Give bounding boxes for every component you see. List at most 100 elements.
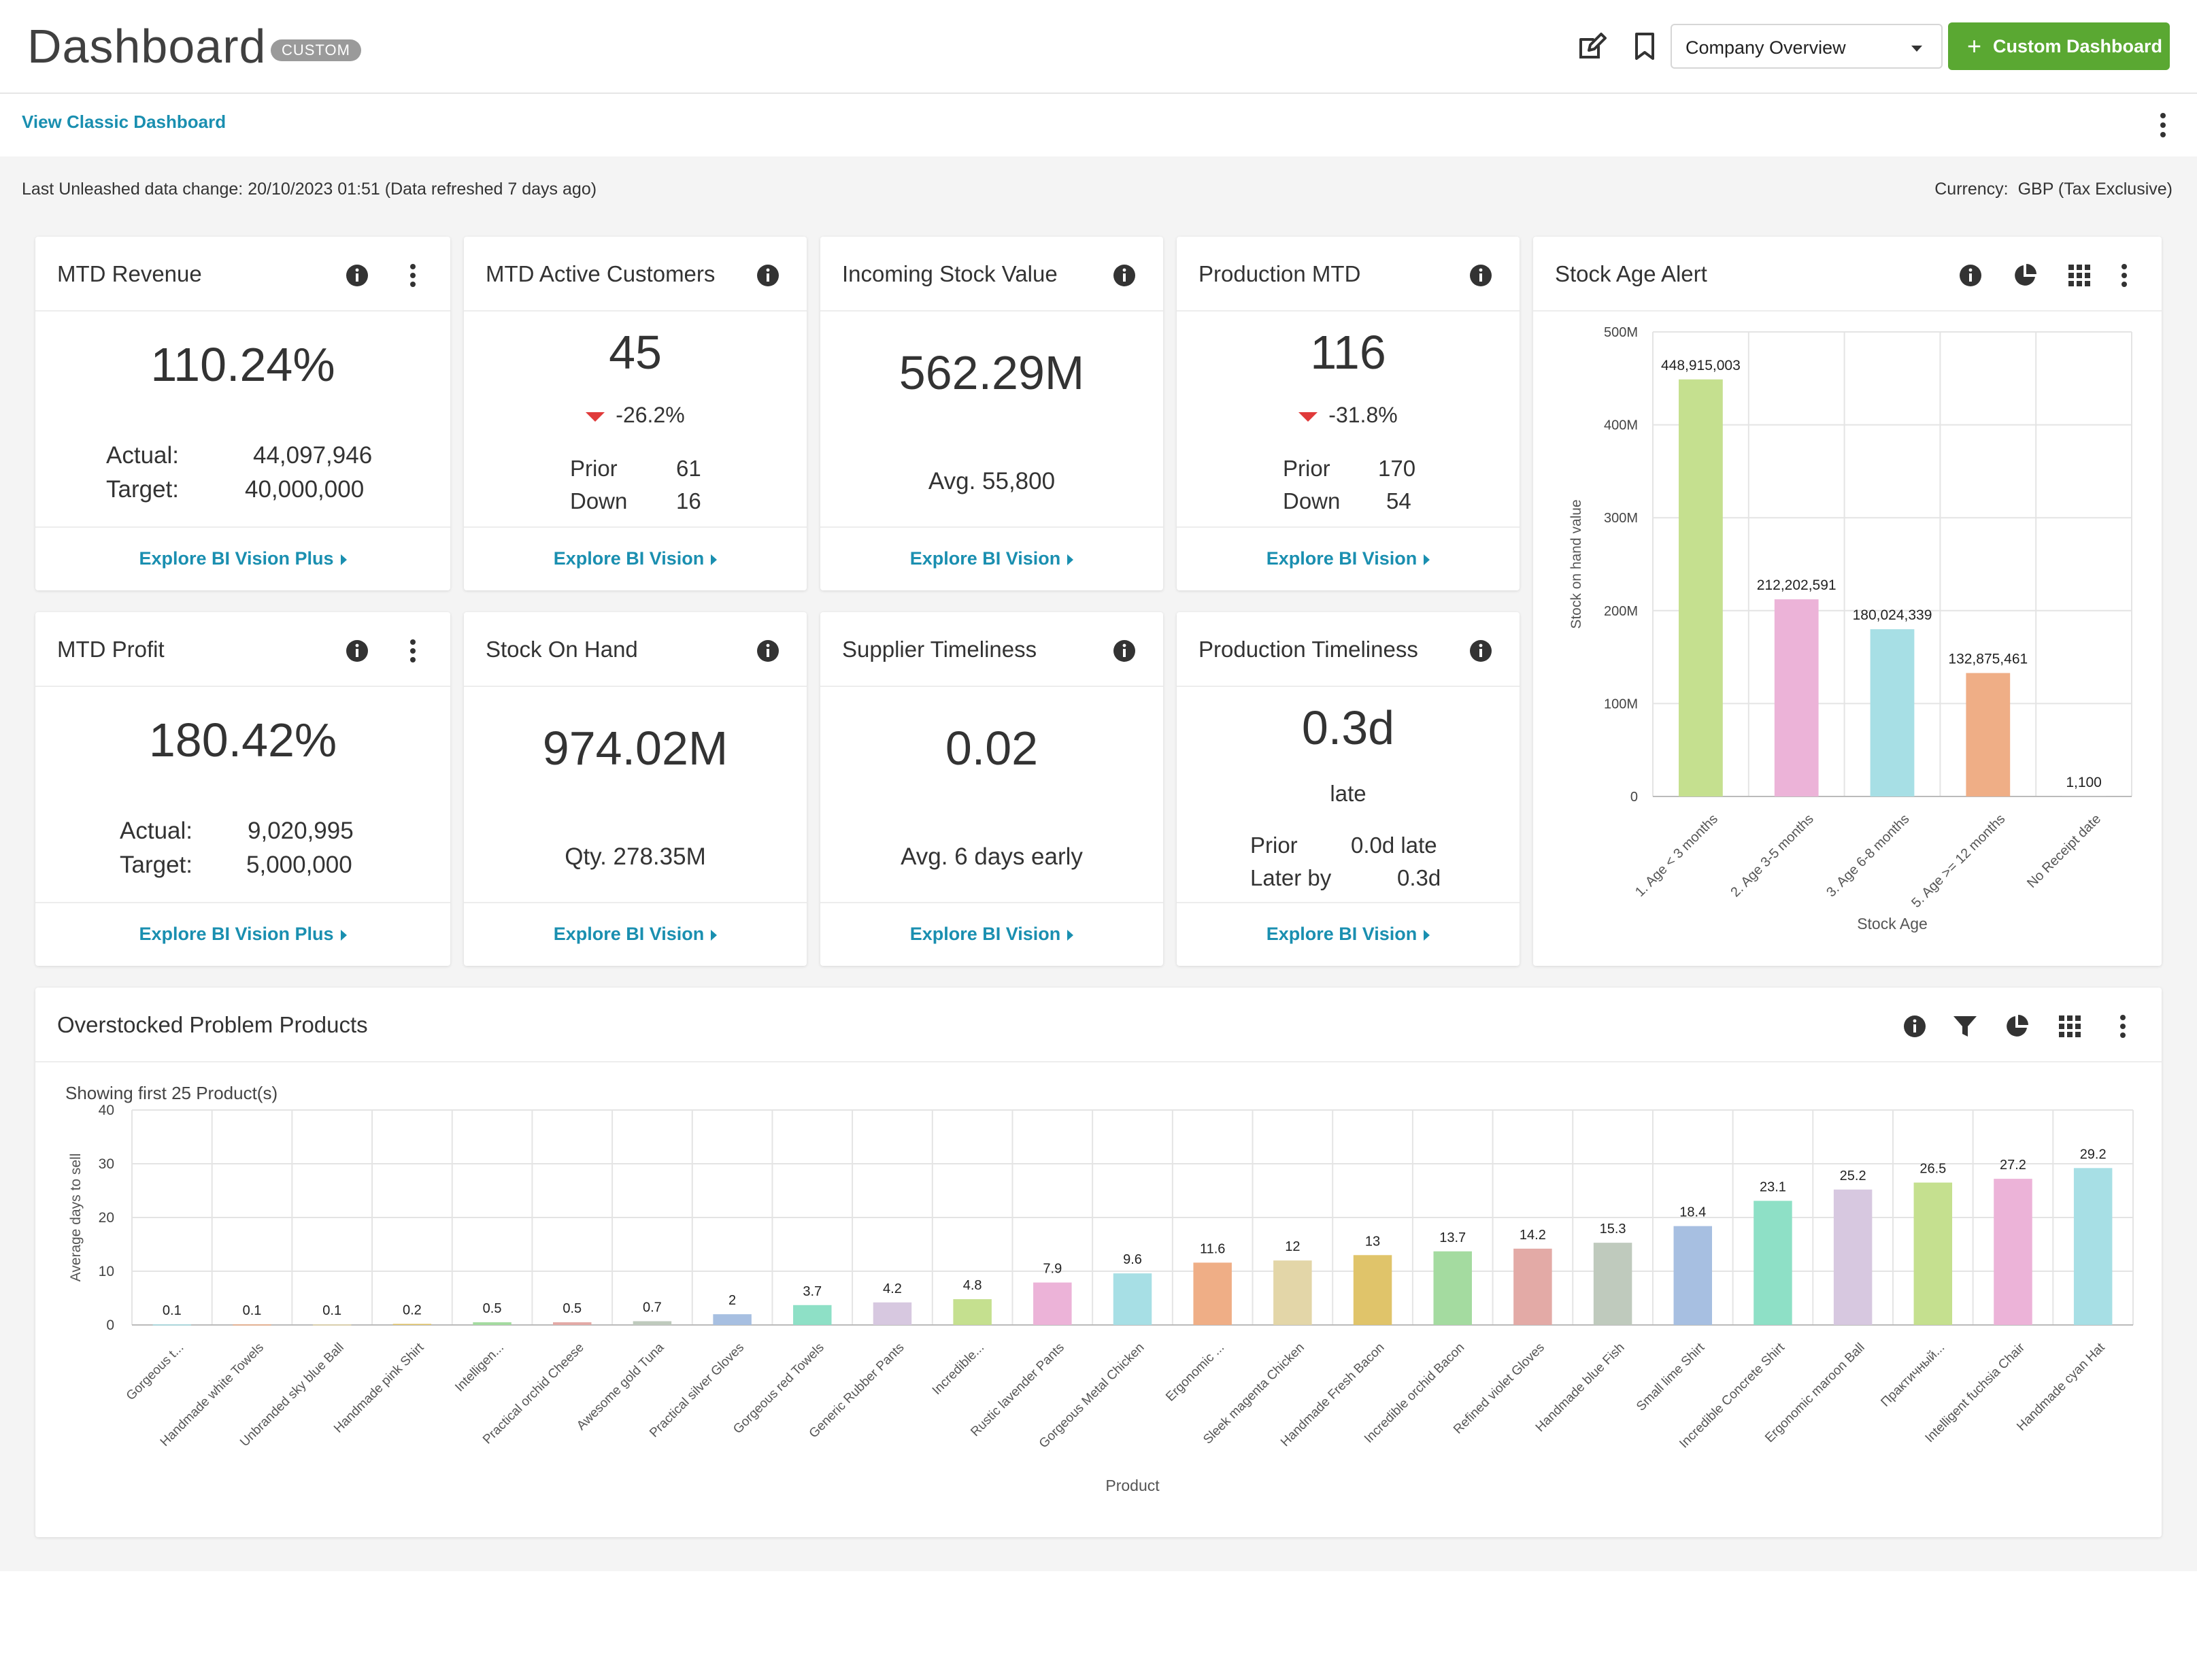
bar[interactable] xyxy=(1754,1200,1792,1325)
explore-link[interactable]: Explore BI Vision xyxy=(1177,924,1520,945)
info-icon[interactable] xyxy=(346,264,369,287)
down-value: 54 xyxy=(1386,488,1411,514)
x-tick-label: 1. Age < 3 months xyxy=(1632,811,1721,900)
y-tick-label: 200M xyxy=(1604,604,1638,619)
bar[interactable] xyxy=(1679,379,1723,796)
card-footer: Explore BI Vision xyxy=(464,526,807,590)
bar[interactable] xyxy=(1113,1273,1152,1325)
bar-value-label: 0.5 xyxy=(563,1301,582,1316)
bar[interactable] xyxy=(1966,673,2011,796)
bar-value-label: 29.2 xyxy=(2080,1147,2107,1162)
dashboard-select[interactable]: Company Overview xyxy=(1671,24,1943,69)
bar[interactable] xyxy=(312,1324,352,1326)
prior-value: 170 xyxy=(1378,456,1416,481)
card-title: Production Timeliness xyxy=(1198,637,1418,662)
kpi-value: 45 xyxy=(609,326,662,379)
grid-view-icon[interactable] xyxy=(2057,1013,2083,1039)
card-header: Production MTD xyxy=(1177,237,1520,312)
target-value: 5,000,000 xyxy=(246,852,352,878)
edit-icon[interactable] xyxy=(1575,30,1608,63)
bar[interactable] xyxy=(152,1324,192,1326)
bar-value-label: 0.7 xyxy=(643,1300,662,1315)
x-tick-label: Handmade blue Fish xyxy=(1533,1341,1628,1435)
target-label: Target: xyxy=(106,476,179,503)
card-footer: Explore BI Vision Plus xyxy=(35,526,450,590)
explore-link[interactable]: Explore BI Vision xyxy=(820,548,1163,569)
explore-link[interactable]: Explore BI Vision xyxy=(464,924,807,945)
more-options-icon[interactable] xyxy=(2121,263,2128,288)
info-icon[interactable] xyxy=(1113,264,1136,287)
down-value: 16 xyxy=(676,488,701,514)
info-icon[interactable] xyxy=(756,639,779,662)
y-tick-label: 0 xyxy=(106,1317,114,1333)
bar[interactable] xyxy=(1433,1251,1472,1325)
view-classic-dashboard-link[interactable]: View Classic Dashboard xyxy=(22,112,227,132)
bar[interactable] xyxy=(1994,1179,2032,1325)
card-header: Production Timeliness xyxy=(1177,612,1520,687)
card-supplier-timeliness: Supplier Timeliness 0.02 Avg. 6 days ear… xyxy=(820,612,1163,966)
bookmark-icon[interactable] xyxy=(1628,30,1661,63)
pie-chart-icon[interactable] xyxy=(2004,1013,2030,1039)
custom-dashboard-button[interactable]: + Custom Dashboard xyxy=(1948,22,2170,70)
info-icon[interactable] xyxy=(1469,264,1492,287)
caret-down-icon xyxy=(1911,46,1922,52)
x-tick-label: Gorgeous t... xyxy=(124,1341,187,1404)
bar[interactable] xyxy=(552,1322,592,1325)
bar-value-label: 11.6 xyxy=(1200,1241,1225,1256)
info-icon[interactable] xyxy=(1113,639,1136,662)
bar[interactable] xyxy=(793,1305,832,1325)
explore-link[interactable]: Explore BI Vision xyxy=(820,924,1163,945)
y-tick-label: 300M xyxy=(1604,511,1638,526)
bar[interactable] xyxy=(1353,1255,1392,1325)
more-options-icon[interactable] xyxy=(2159,112,2167,139)
more-options-icon[interactable] xyxy=(2119,1013,2126,1039)
bar[interactable] xyxy=(1033,1282,1072,1325)
data-change-status: Last Unleashed data change: 20/10/2023 0… xyxy=(22,180,597,199)
bar[interactable] xyxy=(233,1324,271,1326)
showing-count: Showing first 25 Product(s) xyxy=(65,1083,278,1103)
bar[interactable] xyxy=(1870,629,1915,796)
explore-link[interactable]: Explore BI Vision Plus xyxy=(35,548,450,569)
bar[interactable] xyxy=(633,1321,672,1325)
info-icon[interactable] xyxy=(1903,1015,1926,1038)
bar[interactable] xyxy=(1774,599,1819,796)
bar[interactable] xyxy=(1513,1248,1552,1325)
y-tick-label: 10 xyxy=(99,1264,114,1279)
bar[interactable] xyxy=(1913,1182,1953,1325)
delta-value: -26.2% xyxy=(616,403,685,427)
bar[interactable] xyxy=(1833,1189,1873,1325)
bar[interactable] xyxy=(1273,1260,1312,1325)
bar[interactable] xyxy=(1593,1243,1632,1325)
explore-link[interactable]: Explore BI Vision xyxy=(464,548,807,569)
kpi-subtext: Qty. 278.35M xyxy=(565,843,706,870)
explore-link-label: Explore BI Vision Plus xyxy=(139,924,334,944)
caret-right-icon xyxy=(711,929,718,941)
bar-value-label: 0.1 xyxy=(163,1303,182,1318)
bar[interactable] xyxy=(2073,1168,2113,1325)
more-options-icon[interactable] xyxy=(409,263,416,288)
info-icon[interactable] xyxy=(346,639,369,662)
bar-value-label: 4.8 xyxy=(963,1278,982,1293)
bar[interactable] xyxy=(873,1302,912,1325)
info-icon[interactable] xyxy=(1469,639,1492,662)
pie-chart-icon[interactable] xyxy=(2012,263,2038,288)
explore-link[interactable]: Explore BI Vision xyxy=(1177,548,1520,569)
bar-value-label: 9.6 xyxy=(1123,1252,1142,1267)
info-icon[interactable] xyxy=(756,264,779,287)
grid-view-icon[interactable] xyxy=(2066,263,2092,288)
kpi-value: 180.42% xyxy=(148,713,337,767)
bar[interactable] xyxy=(473,1322,511,1325)
bar[interactable] xyxy=(1193,1262,1232,1325)
info-icon[interactable] xyxy=(1959,264,1982,287)
filter-icon[interactable] xyxy=(1952,1013,1978,1039)
page-header: Dashboard CUSTOM Company Overview + Cust… xyxy=(0,0,2197,94)
actual-value: 44,097,946 xyxy=(253,442,373,469)
card-title: Production MTD xyxy=(1198,261,1361,286)
card-footer: Explore BI Vision xyxy=(820,902,1163,966)
explore-link[interactable]: Explore BI Vision Plus xyxy=(35,924,450,945)
more-options-icon[interactable] xyxy=(409,638,416,664)
bar[interactable] xyxy=(953,1299,992,1325)
bar[interactable] xyxy=(1673,1226,1713,1325)
bar[interactable] xyxy=(713,1314,752,1325)
bar[interactable] xyxy=(392,1324,432,1325)
